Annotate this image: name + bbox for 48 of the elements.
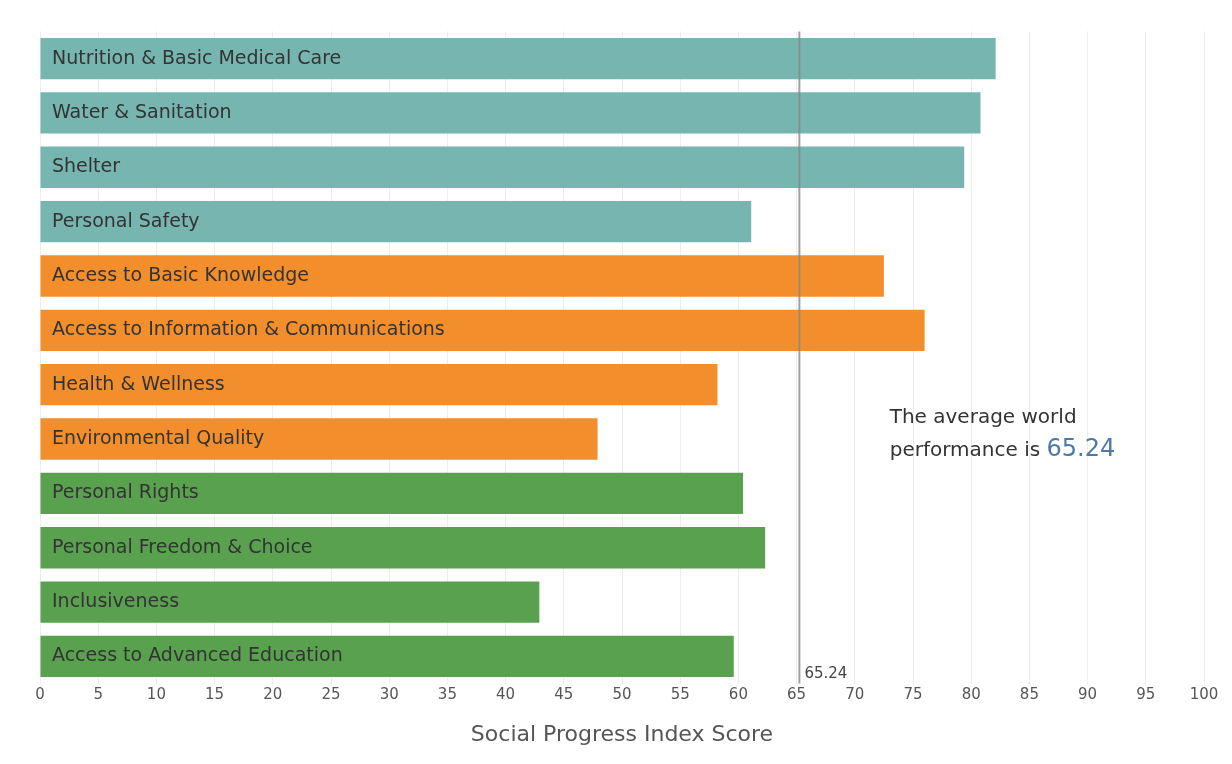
y-tick-label: Personal Safety: [52, 208, 200, 231]
x-tick-label: 100: [1189, 685, 1219, 704]
x-tick-label: 40: [496, 685, 516, 704]
x-tick-label: 50: [612, 685, 632, 704]
x-tick-label: 65: [787, 685, 807, 704]
y-tick-label: Water & Sanitation: [52, 99, 232, 122]
x-tick-label: 5: [93, 685, 103, 704]
bar: [40, 472, 744, 515]
y-tick-label: Health & Wellness: [52, 371, 225, 394]
x-tick-label: 80: [961, 685, 981, 704]
x-tick-label: 15: [205, 685, 225, 704]
y-tick-label: Shelter: [52, 154, 121, 177]
x-tick-label: 35: [437, 685, 457, 704]
y-tick-label: Inclusiveness: [52, 589, 180, 612]
y-tick-label: Access to Advanced Education: [52, 643, 343, 666]
x-tick-label: 20: [263, 685, 283, 704]
bar: [40, 255, 884, 297]
x-tick-label: 10: [146, 685, 166, 704]
bar: [40, 527, 766, 569]
bar: [40, 364, 718, 406]
bar: [40, 635, 734, 678]
bar: [40, 200, 752, 243]
x-tick-label: 60: [728, 685, 748, 704]
x-tick-label: 45: [554, 685, 574, 704]
x-tick-label: 75: [903, 685, 923, 704]
x-tick-label: 70: [845, 685, 865, 704]
annotation: The average world performance is 65.24: [888, 403, 1116, 462]
bar: [40, 37, 996, 80]
bar: [40, 418, 598, 460]
x-tick-label: 85: [1019, 685, 1039, 704]
x-tick-label: 30: [379, 685, 399, 704]
y-tick-label: Nutrition & Basic Medical Care: [52, 45, 342, 68]
y-tick-label: Access to Information & Communications: [52, 317, 445, 340]
x-tick-label: 90: [1078, 685, 1098, 704]
x-tick-label: 25: [321, 685, 341, 704]
y-tick-label: Personal Rights: [52, 480, 199, 503]
y-tick-label: Environmental Quality: [52, 425, 265, 448]
x-axis-title: Social Progress Index Score: [470, 720, 774, 746]
y-tick-label: Personal Freedom & Choice: [52, 534, 313, 557]
ref-line-label: 65.24: [804, 663, 848, 682]
y-tick-label: Access to Basic Knowledge: [52, 262, 309, 285]
x-tick-label: 0: [35, 685, 45, 704]
bar: [40, 146, 965, 188]
x-tick-label: 55: [670, 685, 690, 704]
x-tick-label: 95: [1136, 685, 1156, 704]
bar: [40, 581, 540, 623]
bar: [40, 92, 981, 134]
bar: [40, 309, 925, 351]
